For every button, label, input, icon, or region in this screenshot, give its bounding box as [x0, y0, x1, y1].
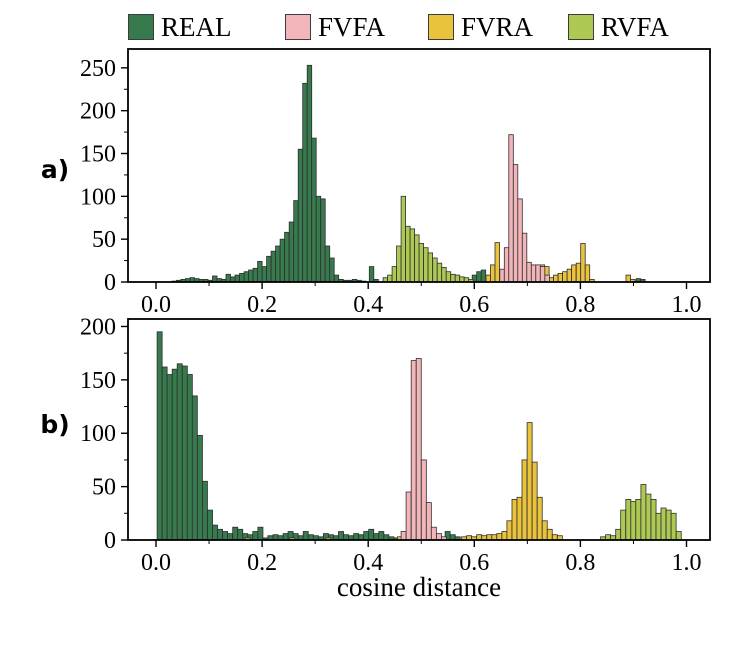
- svg-text:50: 50: [92, 475, 116, 501]
- svg-text:0: 0: [104, 528, 116, 554]
- legend-label-rvfa: RVFA: [601, 12, 669, 42]
- svg-text:150: 150: [80, 142, 116, 168]
- panel-label-b: b): [40, 410, 70, 439]
- legend-label-fvra: FVRA: [461, 12, 534, 42]
- svg-text:0.0: 0.0: [141, 550, 171, 576]
- svg-text:0.6: 0.6: [459, 292, 489, 318]
- x-axis-label: cosine distance: [336, 572, 502, 602]
- panel-label-a: a): [40, 155, 70, 184]
- legend-item-rvfa: RVFA: [568, 13, 669, 41]
- svg-text:50: 50: [92, 227, 116, 253]
- svg-text:0.6: 0.6: [459, 550, 489, 576]
- legend-swatch-fvra: [428, 14, 454, 40]
- legend-item-real: REAL: [128, 13, 232, 41]
- svg-text:0.2: 0.2: [247, 292, 277, 318]
- svg-text:1.0: 1.0: [672, 292, 702, 318]
- svg-text:150: 150: [80, 368, 116, 394]
- svg-text:100: 100: [80, 184, 116, 210]
- legend-swatch-fvfa: [285, 14, 311, 40]
- legend-swatch-rvfa: [568, 14, 594, 40]
- svg-text:0: 0: [104, 270, 116, 296]
- svg-text:0.4: 0.4: [353, 550, 383, 576]
- legend-label-fvfa: FVFA: [318, 12, 386, 42]
- svg-text:0.2: 0.2: [247, 550, 277, 576]
- legend-item-fvfa: FVFA: [285, 13, 385, 41]
- legend-swatch-real: [128, 14, 154, 40]
- svg-text:200: 200: [80, 314, 116, 340]
- legend-item-fvra: FVRA: [428, 13, 533, 41]
- svg-text:200: 200: [80, 99, 116, 125]
- svg-text:0.8: 0.8: [565, 292, 595, 318]
- svg-text:0.4: 0.4: [353, 292, 383, 318]
- svg-text:250: 250: [80, 56, 116, 82]
- svg-text:0.8: 0.8: [565, 550, 595, 576]
- legend-label-real: REAL: [161, 12, 232, 42]
- svg-text:0.0: 0.0: [141, 292, 171, 318]
- svg-text:1.0: 1.0: [672, 550, 702, 576]
- svg-text:100: 100: [80, 421, 116, 447]
